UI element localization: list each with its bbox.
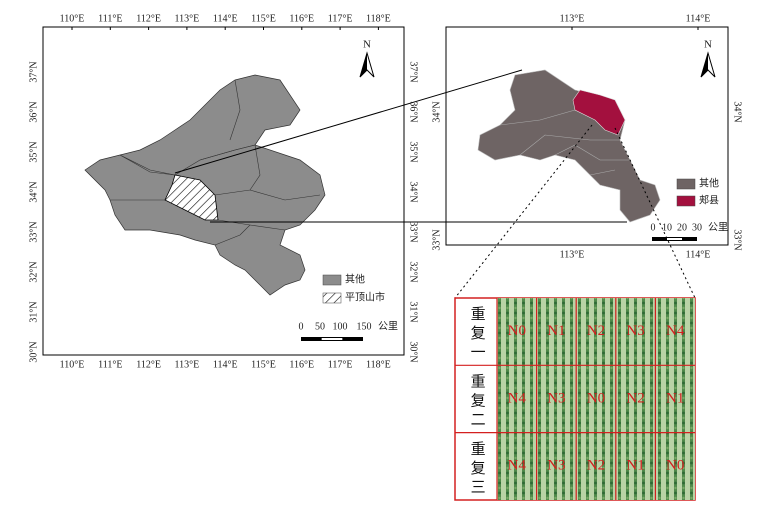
lat-label: 37°N	[28, 61, 39, 82]
lon-label: 110°E	[60, 13, 85, 24]
row-label: 重复二	[469, 373, 486, 430]
legend-label: 其他	[699, 176, 719, 189]
lat-label: 33°N	[28, 221, 39, 242]
lat-label: 34°N	[431, 101, 442, 122]
jia-county	[572, 89, 626, 136]
lat-label: 33°N	[732, 229, 743, 250]
plot-label: N4	[666, 323, 685, 339]
plot-label: N3	[547, 390, 565, 406]
plot-label: N1	[547, 323, 565, 339]
plot-label: N2	[626, 390, 644, 406]
lon-label: 118°E	[366, 13, 391, 24]
north-arrow	[360, 53, 367, 77]
scale-label: 30	[692, 222, 702, 233]
lon-label: 112°E	[136, 359, 161, 370]
scale-label: 0	[299, 321, 304, 332]
lat-label: 31°N	[408, 301, 419, 322]
plot-label: N0	[508, 323, 526, 339]
connector	[614, 127, 696, 299]
plot-label: N1	[626, 458, 644, 474]
lat-label: 30°N	[28, 341, 39, 362]
legend-swatch	[322, 274, 342, 286]
plot-label: N0	[666, 458, 684, 474]
boundaries	[499, 109, 630, 176]
lon-label: 114°E	[213, 13, 238, 24]
scale-label: 100	[333, 321, 348, 332]
row-label: 重复三	[469, 441, 486, 498]
lon-label: 112°E	[136, 13, 161, 24]
lon-label: 113°E	[560, 13, 585, 24]
lon-label: 111°E	[98, 13, 122, 24]
lat-label: 37°N	[408, 61, 419, 82]
legend-swatch	[676, 195, 696, 207]
plot-label: N4	[508, 458, 527, 474]
lon-label: 114°E	[213, 359, 238, 370]
lat-label: 33°N	[408, 221, 419, 242]
lon-label: 114°E	[686, 249, 711, 260]
pingdingshan	[164, 174, 219, 221]
lon-label: 113°E	[175, 13, 200, 24]
lat-label: 32°N	[408, 261, 419, 282]
scale-label: 0	[651, 222, 656, 233]
lat-label: 36°N	[408, 101, 419, 122]
lat-label: 34°N	[408, 181, 419, 202]
scale-bar	[321, 338, 343, 340]
lon-label: 110°E	[60, 359, 85, 370]
lon-label: 117°E	[328, 359, 353, 370]
legend-swatch	[322, 292, 342, 304]
north-label: N	[363, 39, 371, 51]
lat-label: 36°N	[28, 101, 39, 122]
row-label: 重复一	[469, 306, 486, 363]
scale-label: 10	[662, 222, 672, 233]
connector	[454, 124, 593, 299]
scale-unit: 公里	[708, 221, 728, 233]
plot-label: N3	[547, 458, 565, 474]
plot-label: N0	[587, 390, 605, 406]
lat-label: 34°N	[28, 181, 39, 202]
lon-label: 113°E	[560, 249, 585, 260]
lon-label: 115°E	[251, 13, 276, 24]
connector	[174, 69, 523, 174]
lat-label: 30°N	[408, 341, 419, 362]
legend-label: 其他	[345, 272, 365, 285]
lon-label: 111°E	[98, 359, 122, 370]
lon-label: 116°E	[289, 13, 314, 24]
plot-label: N3	[626, 323, 644, 339]
lat-label: 33°N	[431, 229, 442, 250]
scale-label: 150	[357, 321, 372, 332]
boundaries	[110, 79, 321, 246]
lon-label: 115°E	[251, 359, 276, 370]
lat-label: 31°N	[28, 301, 39, 322]
plot-label: N2	[587, 323, 605, 339]
lon-label: 114°E	[686, 13, 711, 24]
legend-label: 平顶山市	[345, 290, 385, 303]
lon-label: 113°E	[175, 359, 200, 370]
plot-label: N4	[508, 390, 527, 406]
lon-label: 116°E	[289, 359, 314, 370]
lat-label: 32°N	[28, 261, 39, 282]
lat-label: 35°N	[408, 141, 419, 162]
legend-label: 郏县	[699, 193, 719, 206]
lat-label: 34°N	[732, 101, 743, 122]
field-photo	[497, 298, 695, 500]
legend-swatch	[676, 178, 696, 190]
lon-label: 117°E	[328, 13, 353, 24]
scale-label: 20	[677, 222, 687, 233]
lon-label: 118°E	[366, 359, 391, 370]
lat-label: 35°N	[28, 141, 39, 162]
scale-label: 50	[315, 321, 325, 332]
north-arrow	[701, 53, 708, 77]
scale-bar	[667, 238, 682, 240]
scale-unit: 公里	[378, 320, 398, 332]
plot-label: N1	[666, 390, 684, 406]
plot-label: N2	[587, 458, 605, 474]
north-label: N	[704, 39, 712, 51]
